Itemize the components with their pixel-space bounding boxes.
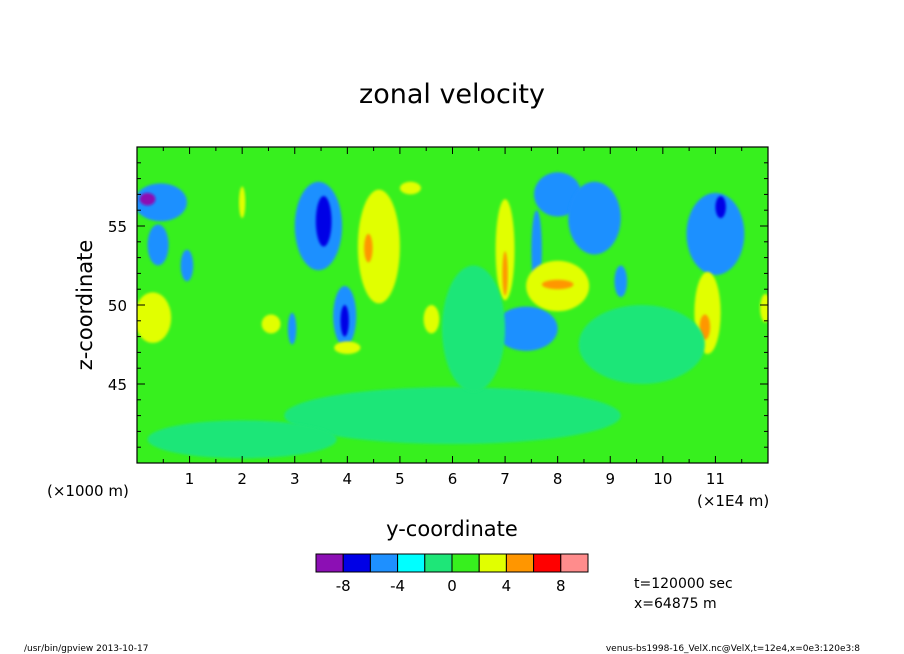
contour-region-5 (239, 186, 246, 219)
colorbar-swatch (451, 553, 480, 573)
colorbar-swatch (560, 553, 589, 573)
colorbar-tick-label: 4 (502, 577, 512, 595)
contour-region-13 (364, 233, 373, 263)
x-unit-note: (×1E4 m) (697, 492, 769, 510)
x-tick-label: 11 (706, 470, 725, 488)
contour-field (137, 147, 768, 463)
contour-region-9 (287, 312, 297, 345)
contour-region-14 (334, 341, 361, 354)
contour-region-17 (495, 199, 515, 301)
x-axis-label: y-coordinate (386, 517, 518, 541)
x-tick-label: 8 (553, 470, 563, 488)
contour-region-16 (423, 305, 440, 334)
contour-region-33 (441, 265, 506, 392)
footer-right: venus-bs1998-16_VelX.nc@VelX,t=12e4,x=0e… (606, 644, 860, 654)
colorbar-swatch (369, 553, 399, 573)
contour-region-12 (357, 189, 400, 304)
x-tick-label: 3 (290, 470, 300, 488)
x-tick-label: 10 (653, 470, 672, 488)
x-tick-label: 7 (500, 470, 510, 488)
colorbar-swatch (533, 553, 562, 573)
footer-left: /usr/bin/gpview 2013-10-17 (24, 644, 148, 654)
contour-region-1 (139, 192, 156, 206)
colorbar-tick-label: 8 (556, 577, 566, 595)
y-tick-label: 55 (108, 218, 127, 236)
colorbar-tick-label: 0 (447, 577, 457, 595)
colorbar: -8 -4 0 4 8 (315, 553, 589, 595)
y-tick-label: 45 (108, 376, 127, 394)
contour-region-15 (399, 181, 421, 195)
colorbar-swatch (478, 553, 507, 573)
contour-region-19 (494, 306, 558, 351)
colorbar-swatch (505, 553, 535, 573)
contour-region-24 (568, 181, 621, 255)
contour-region-3 (180, 249, 194, 282)
x-tick-label: 2 (237, 470, 247, 488)
colorbar-tick-label: -4 (390, 577, 405, 595)
contour-region-18 (502, 251, 508, 296)
y-tick-label: 50 (108, 297, 127, 315)
contour-region-11 (340, 305, 349, 337)
x-tick-label: 6 (448, 470, 458, 488)
chart-title: zonal velocity (359, 79, 545, 110)
contour-region-25 (614, 265, 628, 298)
contour-region-23 (534, 172, 582, 217)
x-scale-note: (×1000 m) (47, 482, 129, 500)
y-axis-label: z-coordinate (73, 240, 97, 371)
colorbar-swatch (315, 553, 344, 573)
colorbar-swatch (342, 553, 371, 573)
contour-region-32 (147, 420, 337, 459)
colorbar-swatch (397, 553, 426, 573)
contour-region-22 (541, 279, 574, 290)
time-annotation: t=120000 sec (634, 576, 733, 592)
contour-region-34 (578, 305, 705, 384)
contour-region-27 (715, 195, 726, 219)
x-axis: 1 2 3 4 5 6 7 8 9 10 11 (162, 147, 743, 488)
contour-region-8 (315, 195, 332, 247)
y-axis: 45 50 55 (108, 162, 768, 448)
x-position-annotation: x=64875 m (634, 596, 717, 612)
x-tick-label: 4 (343, 470, 353, 488)
contour-region-6 (261, 314, 281, 334)
contour-region-26 (686, 192, 745, 275)
x-tick-label: 5 (395, 470, 405, 488)
x-tick-label: 9 (605, 470, 615, 488)
contour-region-30 (760, 293, 768, 323)
contour-region-4 (137, 292, 172, 343)
colorbar-tick-label: -8 (336, 577, 351, 595)
colorbar-swatch (424, 553, 453, 573)
contour-region-2 (147, 224, 169, 266)
contour-region-0 (137, 183, 187, 222)
x-tick-label: 1 (185, 470, 195, 488)
contour-region-31 (284, 387, 621, 445)
